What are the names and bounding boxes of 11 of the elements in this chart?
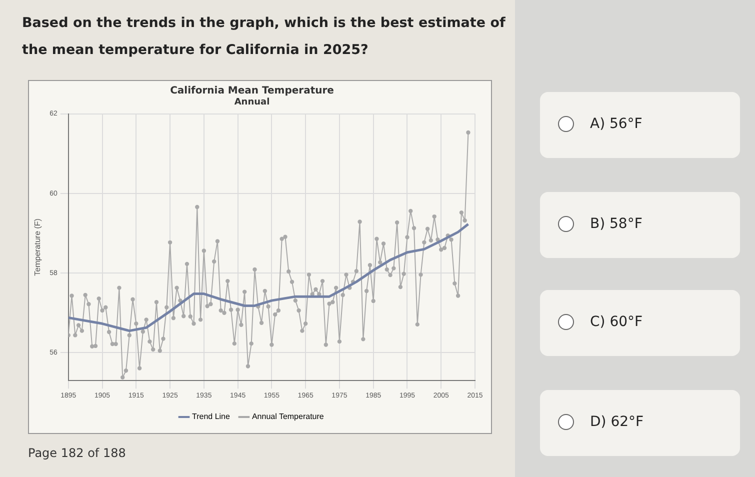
- text: C) 60°F: [590, 314, 643, 330]
- text: D) 62°F: [590, 414, 644, 430]
- legend-label: Trend Line: [192, 412, 231, 422]
- text: B) 58°F: [590, 216, 642, 232]
- y-axis-title: Temperature (F): [33, 218, 42, 276]
- text: Based on the trends in the graph, which is the best estimate of the mean temperature for California in 2025?: [22, 14, 506, 60]
- chart-subtitle: Annual: [234, 98, 270, 108]
- text: Page 182 of 188: [28, 446, 126, 460]
- legend-label: Annual Temperature: [252, 412, 324, 422]
- text: A) 56°F: [590, 116, 642, 132]
- chart-title: California Mean Temperature: [170, 86, 334, 97]
